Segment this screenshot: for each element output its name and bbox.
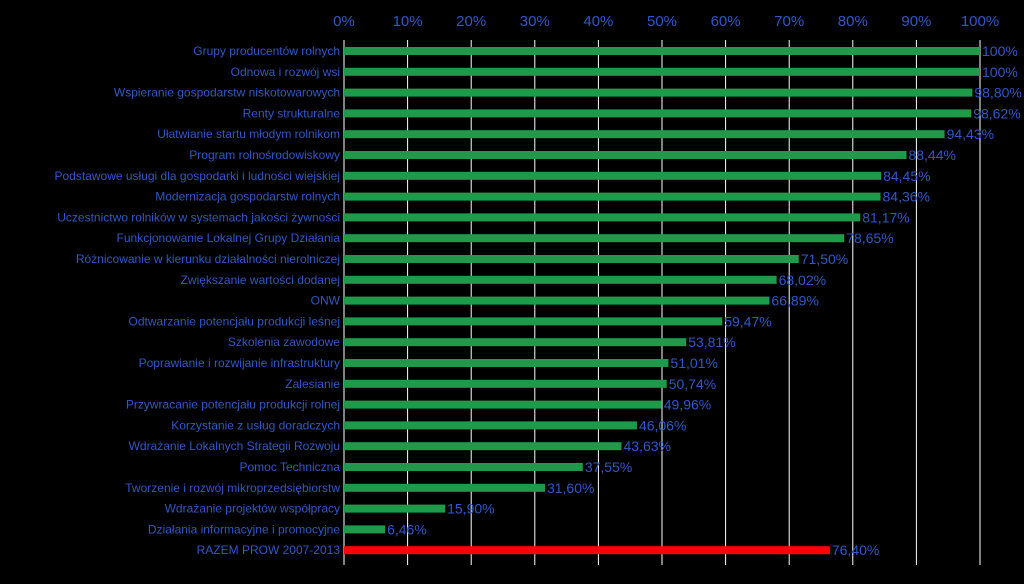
category-label: Pomoc Techniczna — [240, 460, 341, 474]
bar — [344, 130, 945, 139]
bar — [344, 463, 583, 471]
bar — [344, 525, 386, 534]
value-label: 68,02% — [779, 272, 826, 288]
category-label: Wdrażanie Lokalnych Strategii Rozwoju — [129, 439, 340, 453]
category-labels: Grupy producentów rolnych Odnowa i rozwój… — [55, 44, 341, 557]
value-label: 49,96% — [664, 397, 711, 413]
bar — [344, 151, 907, 159]
bar — [344, 192, 881, 201]
x-tick-label: 50% — [647, 13, 677, 30]
category-label: Program rolnośrodowiskowy — [189, 148, 340, 162]
x-tick-label: 100% — [961, 13, 999, 30]
value-labels: 100% 100% 98,80% 98,62% 94,43% 88,44% 84,45% 84… — [387, 43, 1022, 558]
category-label: Przywracanie potencjału produkcji rolnej — [126, 398, 340, 412]
value-label: 31,60% — [547, 480, 594, 496]
bar — [344, 67, 980, 76]
bar — [344, 275, 777, 284]
category-label: Odnowa i rozwój wsi — [231, 65, 340, 79]
bar — [344, 483, 545, 492]
bar — [344, 171, 882, 180]
bar — [344, 88, 973, 97]
x-axis-ticks: 0% 10% 20% 30% 40% 50% 60% 70% 80% 90% 100% — [333, 13, 999, 30]
x-tick-label: 90% — [901, 13, 931, 30]
value-label: 59,47% — [724, 313, 771, 329]
value-label: 51,01% — [670, 355, 717, 371]
category-label: Zalesianie — [285, 377, 340, 391]
value-label: 94,43% — [947, 126, 994, 142]
value-label: 78,65% — [846, 230, 893, 246]
bar — [344, 421, 637, 430]
value-label: 46,06% — [639, 417, 686, 433]
bar — [344, 296, 770, 305]
bar — [344, 400, 662, 409]
bar — [344, 213, 861, 222]
category-label: Funkcjonowanie Lokalnej Grupy Działania — [117, 231, 341, 245]
value-label: 84,36% — [883, 189, 930, 205]
bar — [344, 338, 687, 347]
category-label: Odtwarzanie potencjału produkcji leśnej — [129, 314, 340, 328]
value-label: 50,74% — [669, 376, 716, 392]
bar — [344, 255, 799, 263]
value-label: 15,90% — [447, 501, 494, 517]
category-label: Modernizacja gospodarstw rolnych — [155, 190, 340, 204]
value-label: 66,89% — [771, 293, 818, 309]
x-tick-label: 10% — [393, 13, 423, 30]
category-label: Zwiększanie wartości dodanej — [181, 273, 340, 287]
value-label: 53,81% — [688, 334, 735, 350]
value-label: 6,46% — [387, 521, 427, 537]
category-label: RAZEM PROW 2007-2013 — [197, 543, 341, 557]
bar — [344, 546, 830, 555]
category-label: Ułatwianie startu młodym rolnikom — [157, 127, 340, 141]
category-label: Grupy producentów rolnych — [193, 44, 340, 58]
category-label: Działania informacyjne i promocyjne — [148, 522, 340, 536]
value-label: 37,55% — [585, 459, 632, 475]
x-tick-label: 30% — [520, 13, 550, 30]
value-label: 84,45% — [883, 168, 930, 184]
category-label: Wspieranie gospodarstw niskotowarowych — [114, 86, 340, 100]
value-label: 71,50% — [801, 251, 848, 267]
category-label: Tworzenie i rozwój mikroprzedsiębiorstw — [125, 481, 340, 495]
bar — [344, 442, 622, 451]
category-label: Korzystanie z usług doradczych — [171, 418, 340, 432]
category-label: Różnicowanie w kierunku działalności nie… — [76, 252, 340, 266]
category-label: Uczestnictwo rolników w systemach jakośc… — [57, 210, 340, 224]
value-label: 81,17% — [862, 209, 909, 225]
bars — [344, 47, 980, 555]
value-label: 76,40% — [832, 542, 879, 558]
category-label: Wdrażanie projektów współpracy — [165, 502, 340, 516]
bar — [344, 504, 446, 513]
category-label: Szkolenia zawodowe — [228, 335, 340, 349]
x-tick-label: 70% — [774, 13, 804, 30]
category-label: Renty strukturalne — [243, 106, 341, 120]
x-tick-label: 0% — [333, 13, 355, 30]
value-label: 100% — [982, 43, 1018, 59]
bar — [344, 234, 845, 243]
bar — [344, 359, 669, 367]
value-label: 98,80% — [974, 85, 1021, 101]
category-label: Podstawowe usługi dla gospodarki i ludno… — [55, 169, 341, 183]
bar — [344, 47, 980, 55]
bar — [344, 317, 723, 326]
value-label: 88,44% — [908, 147, 955, 163]
x-tick-label: 20% — [456, 13, 486, 30]
category-label: ONW — [311, 294, 341, 308]
x-tick-label: 80% — [838, 13, 868, 30]
bar — [344, 109, 972, 118]
bar — [344, 379, 667, 388]
x-tick-label: 40% — [583, 13, 613, 30]
x-tick-label: 60% — [711, 13, 741, 30]
value-label: 98,62% — [973, 105, 1020, 121]
value-label: 43,63% — [623, 438, 670, 454]
category-label: Poprawianie i rozwijanie infrastruktury — [139, 356, 340, 370]
value-label: 100% — [982, 64, 1018, 80]
